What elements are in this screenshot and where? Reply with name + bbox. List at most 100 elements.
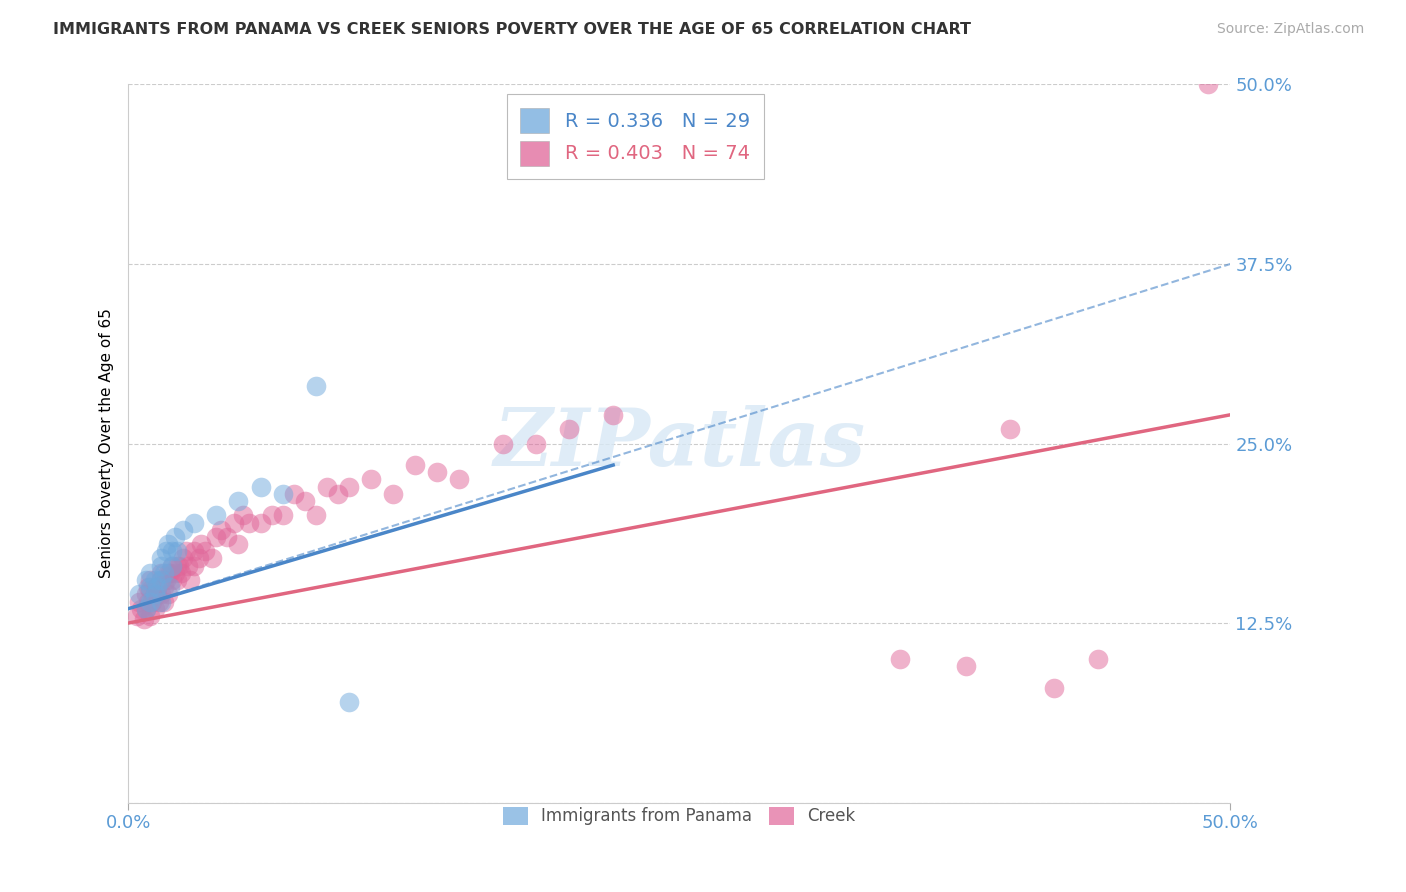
- Point: [155, 573, 177, 587]
- Point: [228, 537, 250, 551]
- Point: [135, 573, 157, 587]
- Point: [1043, 681, 1066, 695]
- Point: [143, 573, 166, 587]
- Point: [125, 608, 148, 623]
- Point: [166, 573, 188, 587]
- Point: [167, 558, 190, 573]
- Point: [148, 594, 170, 608]
- Point: [404, 458, 426, 472]
- Point: [558, 422, 581, 436]
- Point: [179, 573, 201, 587]
- Point: [447, 472, 470, 486]
- Point: [163, 530, 186, 544]
- Point: [132, 612, 155, 626]
- Point: [156, 587, 179, 601]
- Y-axis label: Seniors Poverty Over the Age of 65: Seniors Poverty Over the Age of 65: [100, 309, 114, 578]
- Point: [131, 601, 153, 615]
- Point: [143, 587, 166, 601]
- Point: [232, 508, 254, 523]
- Point: [155, 544, 177, 558]
- Text: Source: ZipAtlas.com: Source: ZipAtlas.com: [1216, 22, 1364, 37]
- Point: [146, 580, 169, 594]
- Point: [156, 537, 179, 551]
- Point: [156, 566, 179, 580]
- Point: [143, 601, 166, 615]
- Point: [283, 487, 305, 501]
- Point: [162, 573, 184, 587]
- Point: [150, 594, 173, 608]
- Point: [150, 573, 173, 587]
- Point: [152, 580, 174, 594]
- Point: [177, 558, 200, 573]
- Point: [1087, 652, 1109, 666]
- Point: [201, 551, 224, 566]
- Point: [152, 594, 174, 608]
- Point: [360, 472, 382, 486]
- Point: [172, 523, 194, 537]
- Point: [337, 695, 360, 709]
- Point: [238, 516, 260, 530]
- Point: [205, 508, 228, 523]
- Point: [492, 436, 515, 450]
- Point: [159, 566, 181, 580]
- Text: ZIPatlas: ZIPatlas: [494, 405, 865, 483]
- Point: [162, 544, 184, 558]
- Point: [222, 516, 245, 530]
- Point: [139, 608, 162, 623]
- Point: [205, 530, 228, 544]
- Point: [139, 566, 162, 580]
- Point: [602, 408, 624, 422]
- Point: [183, 558, 205, 573]
- Point: [162, 558, 184, 573]
- Point: [174, 544, 197, 558]
- Point: [150, 566, 173, 580]
- Point: [150, 551, 173, 566]
- Point: [271, 508, 294, 523]
- Point: [136, 580, 159, 594]
- Point: [128, 587, 150, 601]
- Point: [141, 594, 163, 608]
- Point: [228, 494, 250, 508]
- Point: [194, 544, 217, 558]
- Point: [183, 516, 205, 530]
- Point: [166, 544, 188, 558]
- Point: [381, 487, 404, 501]
- Point: [150, 558, 173, 573]
- Text: IMMIGRANTS FROM PANAMA VS CREEK SENIORS POVERTY OVER THE AGE OF 65 CORRELATION C: IMMIGRANTS FROM PANAMA VS CREEK SENIORS …: [53, 22, 972, 37]
- Point: [249, 480, 271, 494]
- Point: [136, 594, 159, 608]
- Point: [139, 580, 162, 594]
- Point: [304, 379, 326, 393]
- Point: [183, 544, 205, 558]
- Point: [426, 465, 449, 479]
- Point: [209, 523, 232, 537]
- Point: [150, 587, 173, 601]
- Point: [998, 422, 1021, 436]
- Point: [146, 587, 169, 601]
- Point: [190, 537, 212, 551]
- Point: [163, 566, 186, 580]
- Point: [294, 494, 316, 508]
- Point: [162, 558, 184, 573]
- Point: [1197, 78, 1219, 92]
- Point: [139, 582, 162, 597]
- Point: [128, 594, 150, 608]
- Point: [159, 580, 181, 594]
- Point: [260, 508, 283, 523]
- Point: [152, 566, 174, 580]
- Point: [139, 594, 162, 608]
- Point: [170, 566, 193, 580]
- Point: [249, 516, 271, 530]
- Point: [146, 580, 169, 594]
- Legend: Immigrants from Panama, Creek: Immigrants from Panama, Creek: [495, 798, 863, 834]
- Point: [524, 436, 547, 450]
- Point: [315, 480, 337, 494]
- Point: [955, 659, 977, 673]
- Point: [143, 587, 166, 601]
- Point: [172, 551, 194, 566]
- Point: [135, 601, 157, 615]
- Point: [135, 601, 157, 615]
- Point: [271, 487, 294, 501]
- Point: [135, 587, 157, 601]
- Point: [187, 551, 209, 566]
